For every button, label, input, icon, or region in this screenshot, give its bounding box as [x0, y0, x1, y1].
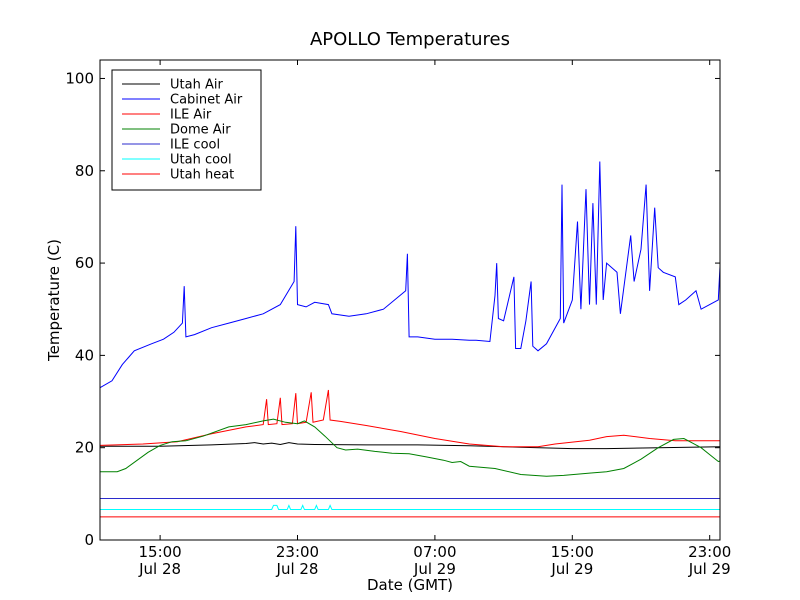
series-line-utah-cool — [100, 504, 720, 510]
y-tick-label: 100 — [65, 69, 94, 87]
x-tick-label-time: 07:00 — [413, 543, 456, 561]
y-tick-label: 20 — [75, 439, 94, 457]
chart-title: APOLLO Temperatures — [310, 29, 510, 50]
y-tick-label: 80 — [75, 162, 94, 180]
x-tick-label-time: 15:00 — [551, 543, 594, 561]
series-layer — [100, 161, 720, 518]
legend-box — [111, 69, 262, 191]
y-tick-label: 0 — [84, 531, 94, 549]
legend-label: ILE Air — [170, 108, 212, 123]
x-tick-label-date: Jul 28 — [138, 560, 181, 578]
x-tick-label-date: Jul 29 — [413, 560, 456, 578]
legend-label: Dome Air — [170, 123, 231, 138]
legend-label: Cabinet Air — [170, 93, 243, 108]
x-tick-label-time: 23:00 — [276, 543, 319, 561]
y-tick-label: 40 — [75, 346, 94, 364]
series-line-ile-air — [100, 389, 720, 448]
legend-label: ILE cool — [170, 138, 220, 153]
legend-label: Utah Air — [170, 78, 223, 93]
series-line-utah-air — [100, 442, 720, 450]
series-line-cabinet-air — [100, 161, 720, 389]
legend-label: Utah cool — [170, 153, 232, 168]
series-line-dome-air — [100, 418, 720, 477]
plot-frame — [99, 59, 721, 541]
x-axis-label: Date (GMT) — [367, 576, 453, 594]
y-axis-label: Temperature (C) — [45, 239, 63, 362]
x-tick-label-date: Jul 29 — [550, 560, 593, 578]
x-tick-label-date: Jul 29 — [688, 560, 731, 578]
x-tick-label-date: Jul 28 — [276, 560, 319, 578]
x-tick-label-time: 15:00 — [138, 543, 181, 561]
x-tick-label-time: 23:00 — [688, 543, 731, 561]
y-tick-label: 60 — [75, 254, 94, 272]
legend-label: Utah heat — [170, 168, 234, 183]
